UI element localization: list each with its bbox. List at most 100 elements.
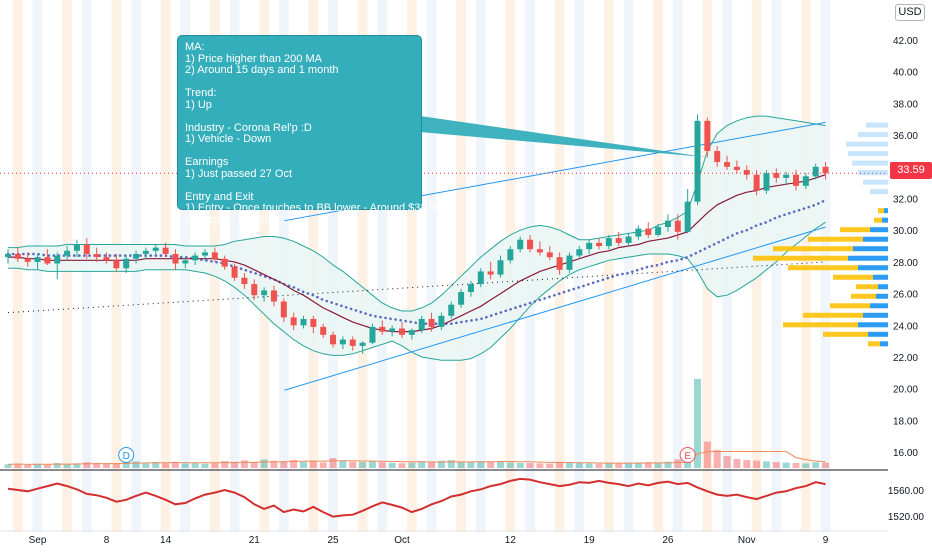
candle-body — [73, 244, 80, 251]
volume-profile-up — [870, 303, 888, 309]
date-tick-label: 8 — [104, 535, 110, 546]
candle-body — [44, 257, 51, 264]
volume-bar — [53, 463, 61, 468]
candle-body — [162, 247, 169, 254]
volume-bar — [822, 462, 830, 468]
candle-body — [113, 260, 120, 269]
candle-body — [773, 173, 780, 178]
currency-badge[interactable]: USD — [895, 4, 925, 21]
volume-bar — [625, 463, 633, 468]
candle-body — [822, 166, 829, 174]
volume-profile-up — [868, 331, 888, 337]
volume-bar — [191, 462, 199, 468]
candle-body — [310, 318, 317, 327]
candle-body — [270, 290, 277, 302]
volume-bar — [418, 461, 426, 468]
volume-profile-up — [863, 179, 888, 185]
price-tick-label: 42.00 — [893, 36, 918, 47]
session-stripe — [426, 0, 437, 532]
volume-profile-up — [858, 322, 888, 328]
volume-bar — [556, 462, 564, 468]
candle-body — [487, 271, 494, 275]
date-tick-label: 21 — [249, 535, 261, 546]
earnings-marker-circle — [679, 447, 696, 463]
candle-body — [64, 250, 71, 256]
volume-profile-up — [878, 284, 888, 290]
volume-profile-down — [833, 274, 873, 280]
candle-body — [467, 284, 474, 293]
volume-profile-down — [753, 255, 848, 261]
candle-body — [684, 201, 691, 232]
volume-bar — [329, 458, 337, 468]
candle-body — [349, 339, 356, 346]
volume-bar — [368, 461, 376, 468]
volume-profile-down — [868, 341, 880, 347]
volume-bar — [772, 462, 780, 468]
volume-bar — [63, 464, 71, 468]
annotation-line: MA: — [185, 41, 205, 53]
candle-body — [763, 173, 770, 191]
current-price-tag: 33.59 — [890, 162, 932, 179]
date-tick-label: 12 — [505, 535, 517, 546]
volume-profile-down — [783, 322, 858, 328]
session-stripe — [623, 0, 634, 532]
annotation-note[interactable]: MA: 1) Price higher than 200 MA 2) Around … — [177, 35, 442, 225]
volume-bar — [497, 461, 504, 468]
candle-body — [556, 257, 563, 270]
volume-bar — [181, 463, 189, 468]
candle-body — [54, 255, 61, 264]
volume-bar — [162, 463, 170, 468]
annotation-line: 2) Target - Oct 20 — [185, 213, 271, 226]
candle-body — [221, 258, 228, 267]
trendline — [284, 226, 826, 391]
candle-body — [635, 228, 642, 237]
candle-body — [24, 258, 31, 262]
volume-profile-up — [858, 265, 888, 271]
candle-body — [182, 260, 189, 264]
candle-body — [615, 238, 622, 243]
date-tick-label: 19 — [584, 535, 596, 546]
volume-bar — [280, 461, 288, 468]
candle-body — [477, 271, 484, 285]
candle-body — [448, 304, 455, 316]
volume-bar — [270, 460, 278, 468]
volume-bar — [142, 463, 150, 468]
volume-profile-down — [830, 303, 870, 309]
annotation-line: 2) Around 15 days and 1 month — [185, 64, 339, 76]
volume-bar — [812, 462, 820, 468]
candle-body — [339, 339, 346, 345]
volume-profile-up — [884, 208, 888, 214]
candle-body — [103, 257, 110, 261]
candle-body — [399, 328, 405, 335]
bollinger-band-fill — [8, 116, 826, 361]
volume-profile-down — [808, 236, 863, 242]
candle-body — [458, 292, 465, 305]
volume-bar — [477, 461, 485, 468]
volume-bar — [83, 462, 91, 468]
volume-bar — [802, 463, 810, 468]
session-stripe — [603, 0, 614, 532]
candle-body — [172, 253, 179, 264]
volume-bar — [664, 461, 672, 468]
volume-bar — [428, 461, 436, 468]
price-tick-label: 36.00 — [893, 131, 918, 142]
date-tick-label: 25 — [327, 535, 339, 546]
session-stripe — [672, 0, 683, 532]
volume-profile-up — [863, 312, 888, 318]
candle-body — [211, 252, 218, 259]
volume-bar — [24, 465, 32, 468]
candle-body — [527, 239, 534, 250]
oscillator-line — [7, 477, 826, 518]
volume-bar — [585, 463, 593, 468]
candle-body — [802, 176, 809, 186]
volume-profile-down — [856, 284, 878, 290]
candle-body — [418, 318, 425, 331]
volume-bar — [782, 462, 790, 468]
session-stripe — [771, 0, 782, 532]
volume-profile-up — [858, 170, 888, 176]
candle-body — [576, 249, 583, 256]
volume-bar — [349, 461, 357, 468]
volume-profile-up — [846, 141, 888, 147]
candle-body — [369, 326, 376, 343]
